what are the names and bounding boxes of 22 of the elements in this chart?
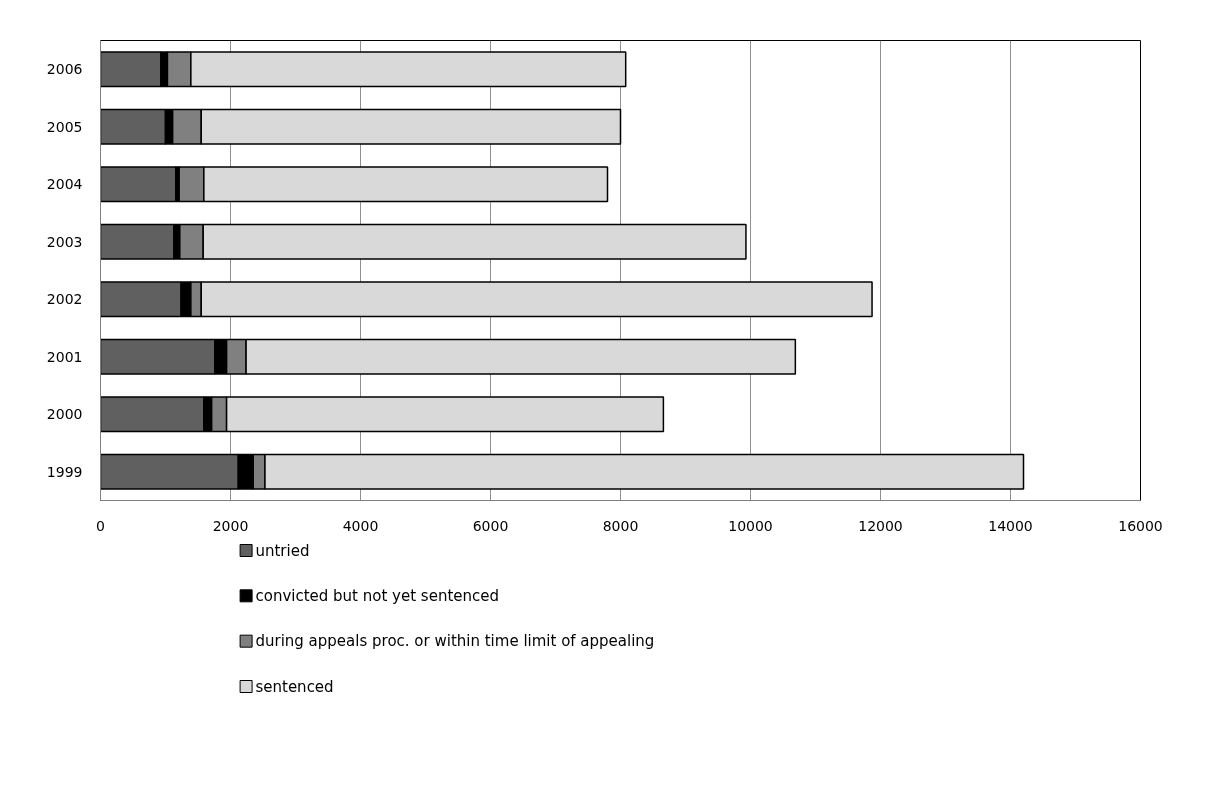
legend-label: convicted but not yet sentenced [255, 586, 500, 605]
x-tick-label: 12000 [858, 517, 903, 534]
y-tick-label: 2000 [46, 406, 83, 423]
y-tick-label: 2002 [46, 291, 83, 308]
x-tick-label: 2000 [212, 517, 249, 534]
y-tick-label: 2005 [46, 118, 83, 135]
x-tick-label: 8000 [602, 517, 639, 534]
x-tick-label: 0 [96, 517, 105, 534]
legend-label: untried [255, 541, 310, 560]
x-tick-label: 10000 [728, 517, 773, 534]
legend-label: sentenced [255, 677, 334, 696]
y-tick-label: 2004 [46, 176, 83, 193]
x-tick-label: 14000 [988, 517, 1033, 534]
y-tick-label: 1999 [46, 463, 83, 480]
x-tick-label: 4000 [342, 517, 379, 534]
bar [100, 166, 177, 203]
y-tick-label: 2001 [46, 348, 83, 365]
x-tick-label: 6000 [472, 517, 509, 534]
y-tick-label: 2006 [46, 61, 83, 78]
x-tick-label: 16000 [1118, 517, 1163, 534]
legend-label: during appeals proc. or within time limit of appealing [255, 632, 655, 651]
y-tick-label: 2003 [46, 233, 83, 250]
